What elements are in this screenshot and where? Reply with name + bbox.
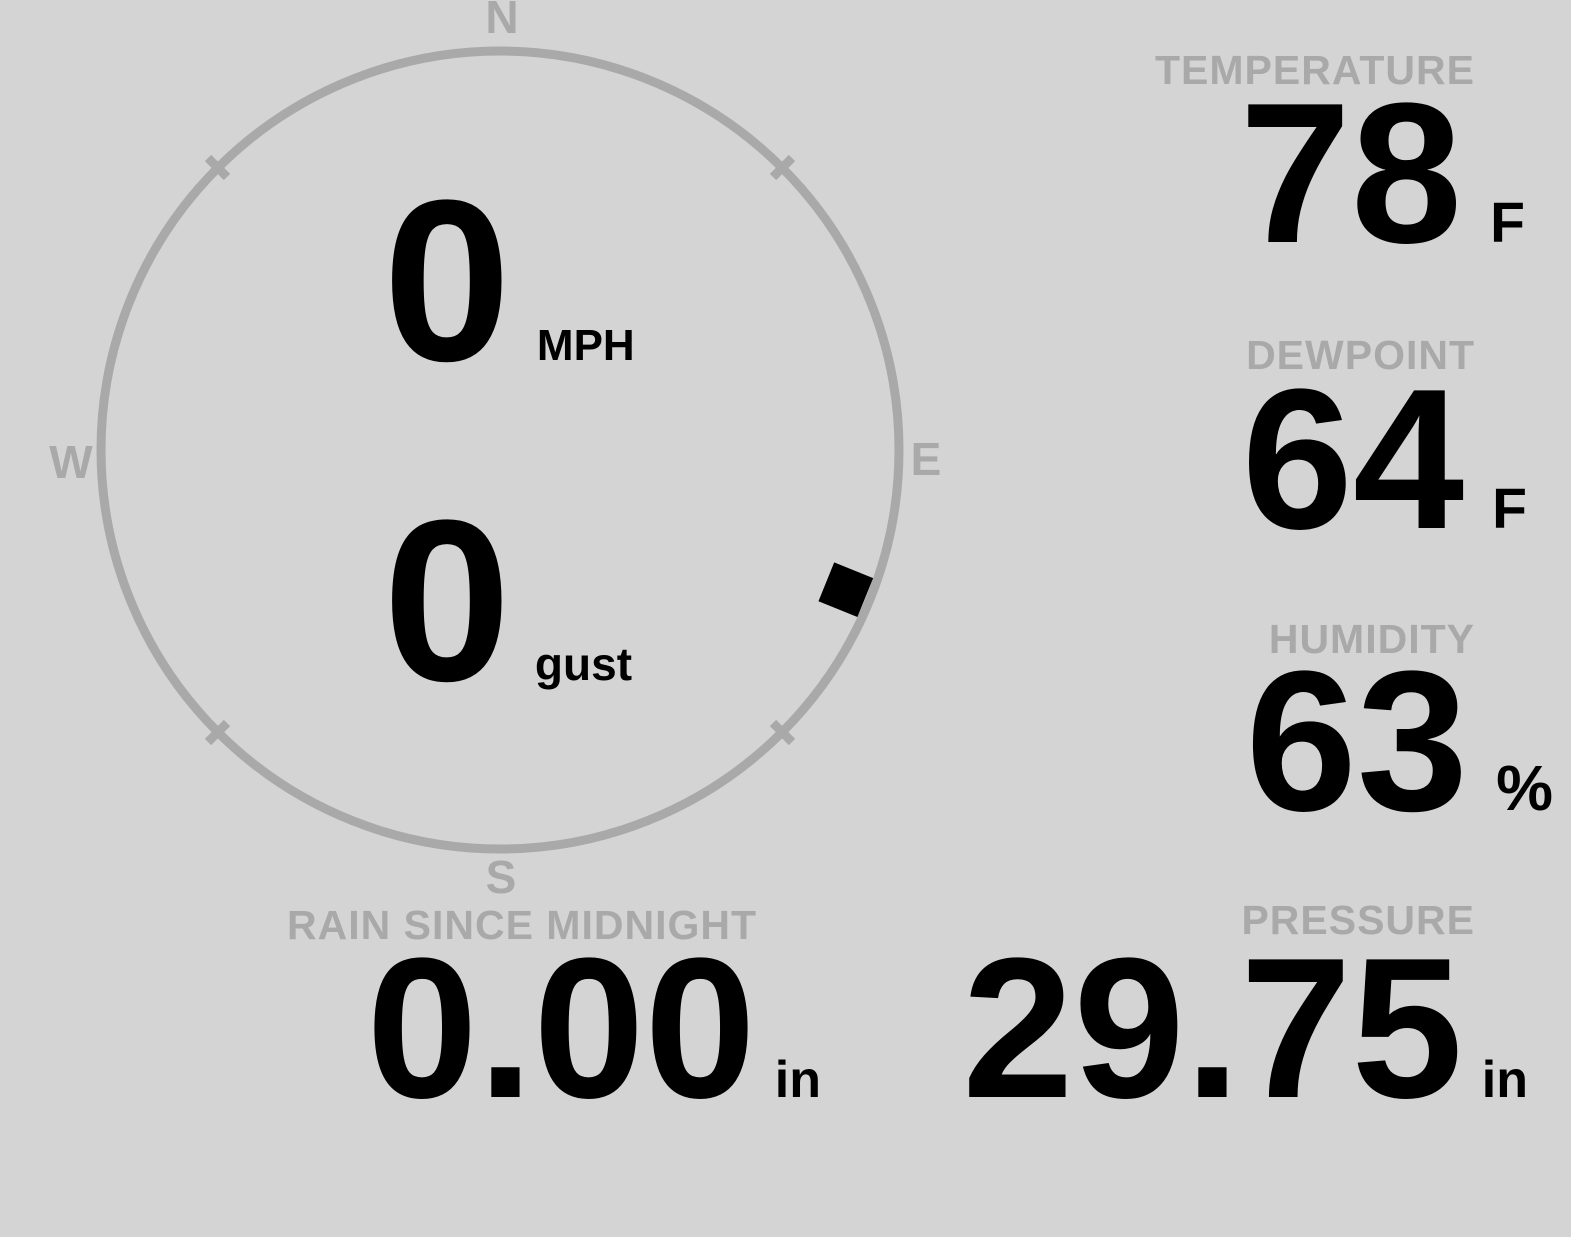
wind-gust-unit: gust — [534, 638, 633, 690]
temperature-reading: 78 F — [1240, 74, 1525, 274]
dewpoint-value: 64 — [1241, 348, 1465, 571]
pressure-value: 29.75 — [962, 917, 1463, 1140]
temperature-value: 78 — [1239, 62, 1463, 285]
dewpoint-unit: F — [1492, 477, 1527, 541]
pressure-unit: in — [1481, 1051, 1528, 1109]
compass-tick-nw — [204, 154, 231, 181]
wind-gust-value: 0 — [383, 472, 511, 729]
wind-direction-marker — [818, 562, 874, 618]
temperature-label: TEMPERATURE — [1154, 47, 1475, 93]
dewpoint-reading: 64 F — [1242, 360, 1527, 560]
humidity-reading: 63 % — [1246, 642, 1553, 842]
dewpoint-label: DEWPOINT — [1246, 332, 1475, 378]
compass-tick-se — [769, 719, 796, 746]
humidity-label: HUMIDITY — [1268, 616, 1475, 662]
compass-cardinal-south: S — [485, 851, 517, 903]
compass-cardinal-north: N — [485, 0, 519, 43]
pressure-label: PRESSURE — [1241, 897, 1475, 943]
humidity-unit: % — [1496, 752, 1553, 824]
compass-tick-sw — [204, 719, 231, 746]
rain-since-midnight-label: RAIN SINCE MIDNIGHT — [287, 902, 757, 948]
compass-tick-ne — [769, 154, 796, 181]
wind-speed-value: 0 — [383, 152, 511, 409]
rain-since-midnight-value: 0.00 — [366, 917, 756, 1140]
rain-since-midnight-reading: 0.00 in — [367, 929, 821, 1129]
pressure-reading: 29.75 in — [962, 929, 1528, 1129]
rain-since-midnight-unit: in — [774, 1051, 821, 1109]
humidity-value: 63 — [1245, 630, 1469, 853]
compass-circle — [96, 46, 904, 854]
temperature-unit: F — [1490, 191, 1525, 255]
compass-cardinal-west: W — [49, 436, 93, 488]
wind-gust: 0 gust — [383, 486, 632, 716]
wind-speed: 0 MPH — [383, 166, 635, 396]
wind-speed-unit: MPH — [536, 321, 635, 370]
compass-cardinal-east: E — [910, 433, 942, 485]
